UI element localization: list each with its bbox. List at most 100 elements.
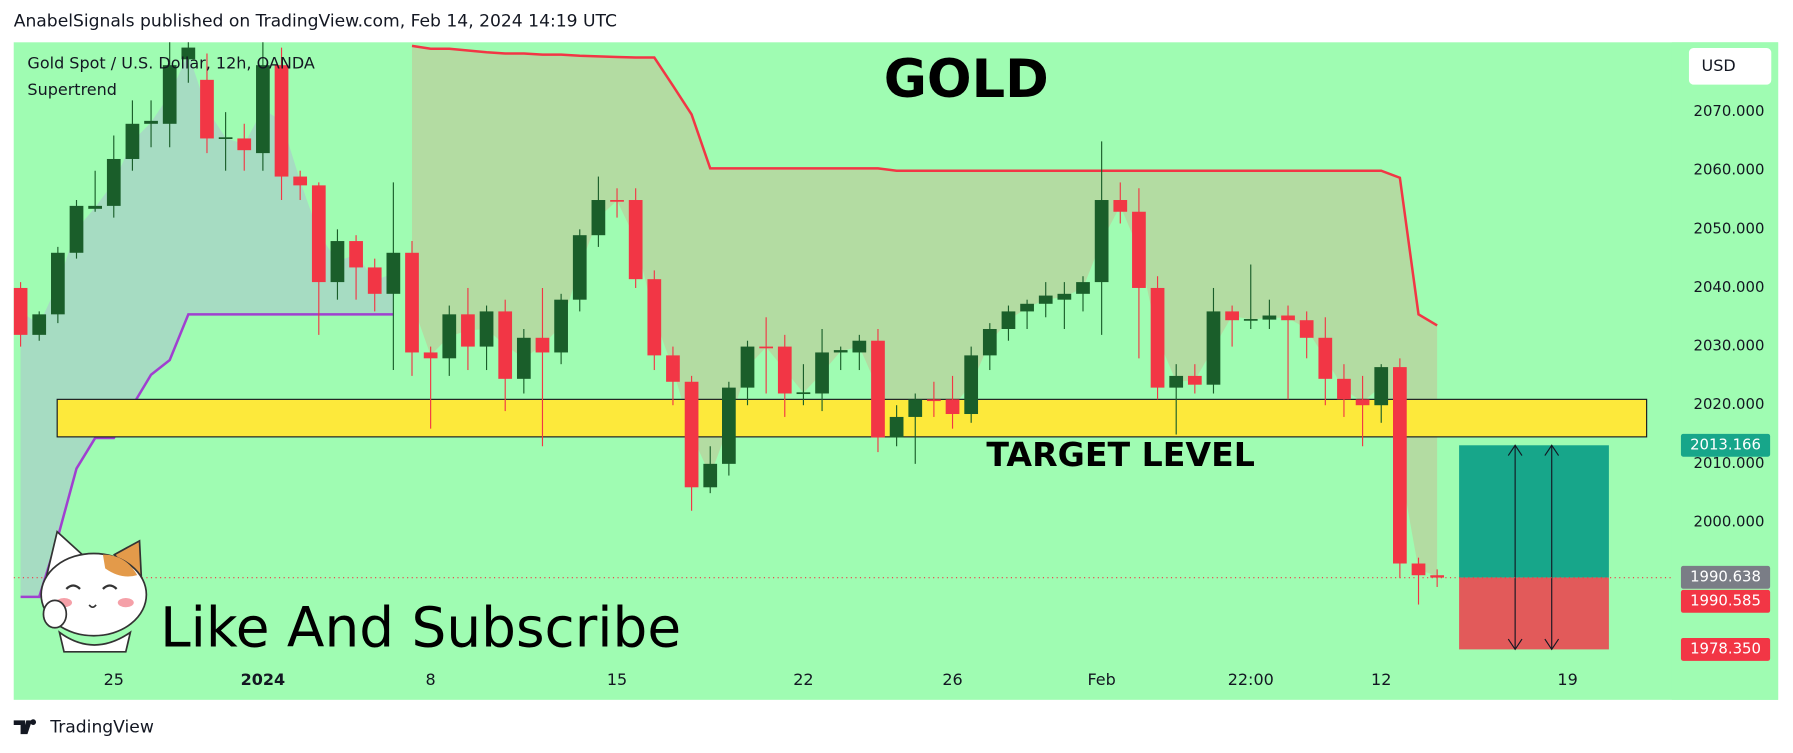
candle-body	[964, 355, 979, 415]
price-badge	[1680, 433, 1771, 457]
x-tick-label: 25	[104, 670, 124, 689]
candle-body	[386, 252, 401, 294]
candle-body	[237, 138, 252, 151]
arrow-head	[1507, 638, 1523, 651]
candle-body	[852, 340, 867, 353]
footer-brand: TradingView	[49, 717, 154, 737]
x-tick-label: Feb	[1087, 670, 1115, 689]
candle-body	[871, 340, 885, 438]
price-badge	[1680, 565, 1771, 589]
candle-body	[982, 328, 997, 356]
mascot-paw	[42, 599, 68, 629]
candle-body	[293, 176, 308, 186]
candle-body	[1150, 287, 1165, 388]
candle-body	[572, 235, 587, 300]
candle-body	[1225, 311, 1239, 321]
y-tick-label: 2070.000	[1694, 102, 1765, 120]
candle-body	[181, 47, 196, 60]
candle-body	[1076, 282, 1090, 294]
candle-body	[889, 416, 904, 438]
candle-body	[144, 120, 158, 124]
candle-body	[125, 123, 140, 159]
candle-body	[740, 346, 755, 388]
candle-body	[516, 337, 531, 379]
candle-body	[777, 346, 792, 394]
arrow-head	[1507, 444, 1523, 456]
candle-body	[1169, 375, 1184, 388]
candle-body	[647, 279, 662, 356]
x-tick-label: 26	[942, 670, 962, 689]
candle-body	[554, 299, 568, 353]
candle-body	[50, 252, 65, 315]
price-badge-label: 1990.638	[1690, 567, 1761, 585]
candle-body	[442, 314, 457, 359]
candle-body	[1094, 200, 1109, 283]
price-badge	[1680, 589, 1771, 613]
currency-label: USD	[1702, 56, 1736, 75]
logo-mark	[13, 719, 37, 735]
candle-body	[628, 200, 643, 280]
candle-body	[1132, 211, 1146, 288]
currency-box	[1688, 48, 1772, 85]
candle-body	[1355, 399, 1370, 406]
candle-body	[1020, 303, 1034, 312]
candle-body	[591, 200, 606, 236]
price-badge	[1680, 637, 1771, 661]
price-badge-label: 1978.350	[1690, 639, 1761, 657]
overlay: Gold Spot / U.S. Dollar, 12h, OANDA Super…	[27, 49, 1254, 659]
candle-body	[88, 205, 102, 209]
candle-body	[1430, 575, 1445, 578]
arrow-head	[1544, 638, 1560, 651]
y-tick-label: 2040.000	[1694, 278, 1765, 296]
candle-body	[200, 79, 214, 139]
mascot-body	[58, 630, 132, 653]
candle-body	[1187, 375, 1202, 385]
candle-body	[908, 399, 923, 417]
candle-body	[1206, 311, 1221, 385]
candle-body	[1038, 295, 1053, 304]
profit-zone	[1459, 445, 1609, 578]
chart-title: GOLD	[884, 49, 1049, 110]
candle-body	[106, 158, 121, 206]
candle-body	[535, 337, 550, 353]
x-tick-label: 15	[607, 670, 627, 689]
candle-body	[1393, 367, 1407, 564]
candle-body	[1337, 378, 1351, 400]
candle-body	[1374, 367, 1389, 406]
candle-body	[367, 267, 382, 294]
mascot-mouth	[88, 604, 97, 609]
price-badge-label: 2013.166	[1690, 435, 1761, 453]
publish-header: AnabelSignals published on TradingView.c…	[14, 12, 617, 32]
y-tick-label: 2020.000	[1694, 395, 1765, 413]
candle-body	[1411, 563, 1426, 576]
loss-zone	[1459, 577, 1609, 650]
y-tick-label: 2000.000	[1694, 512, 1765, 530]
supertrend-line	[20, 313, 394, 599]
candle-body	[666, 355, 680, 382]
y-tick-label: 2050.000	[1694, 219, 1765, 237]
candle-body	[610, 200, 624, 202]
candle-body	[423, 352, 438, 359]
x-tick-label: 19	[1557, 670, 1577, 689]
candle-body	[1318, 337, 1333, 379]
mascot-blush	[117, 598, 134, 608]
x-tick-label: 22	[793, 670, 813, 689]
target-zone	[56, 398, 1648, 438]
plot-area	[13, 42, 1672, 651]
y-tick-label: 2030.000	[1694, 337, 1765, 355]
candle-body	[796, 392, 811, 395]
caption: Like And Subscribe	[160, 595, 681, 659]
candle-body	[722, 387, 736, 464]
candle-body	[703, 463, 718, 488]
candle-body	[32, 314, 47, 335]
candle-body	[759, 346, 774, 349]
arrow-head	[1544, 444, 1560, 456]
candle-body	[1262, 315, 1277, 320]
footer-logo: TradingView	[13, 717, 154, 737]
candle-body	[256, 65, 270, 154]
indicator-label: Supertrend	[27, 80, 117, 99]
target-label: TARGET LEVEL	[986, 435, 1254, 474]
candle-body	[945, 399, 960, 415]
